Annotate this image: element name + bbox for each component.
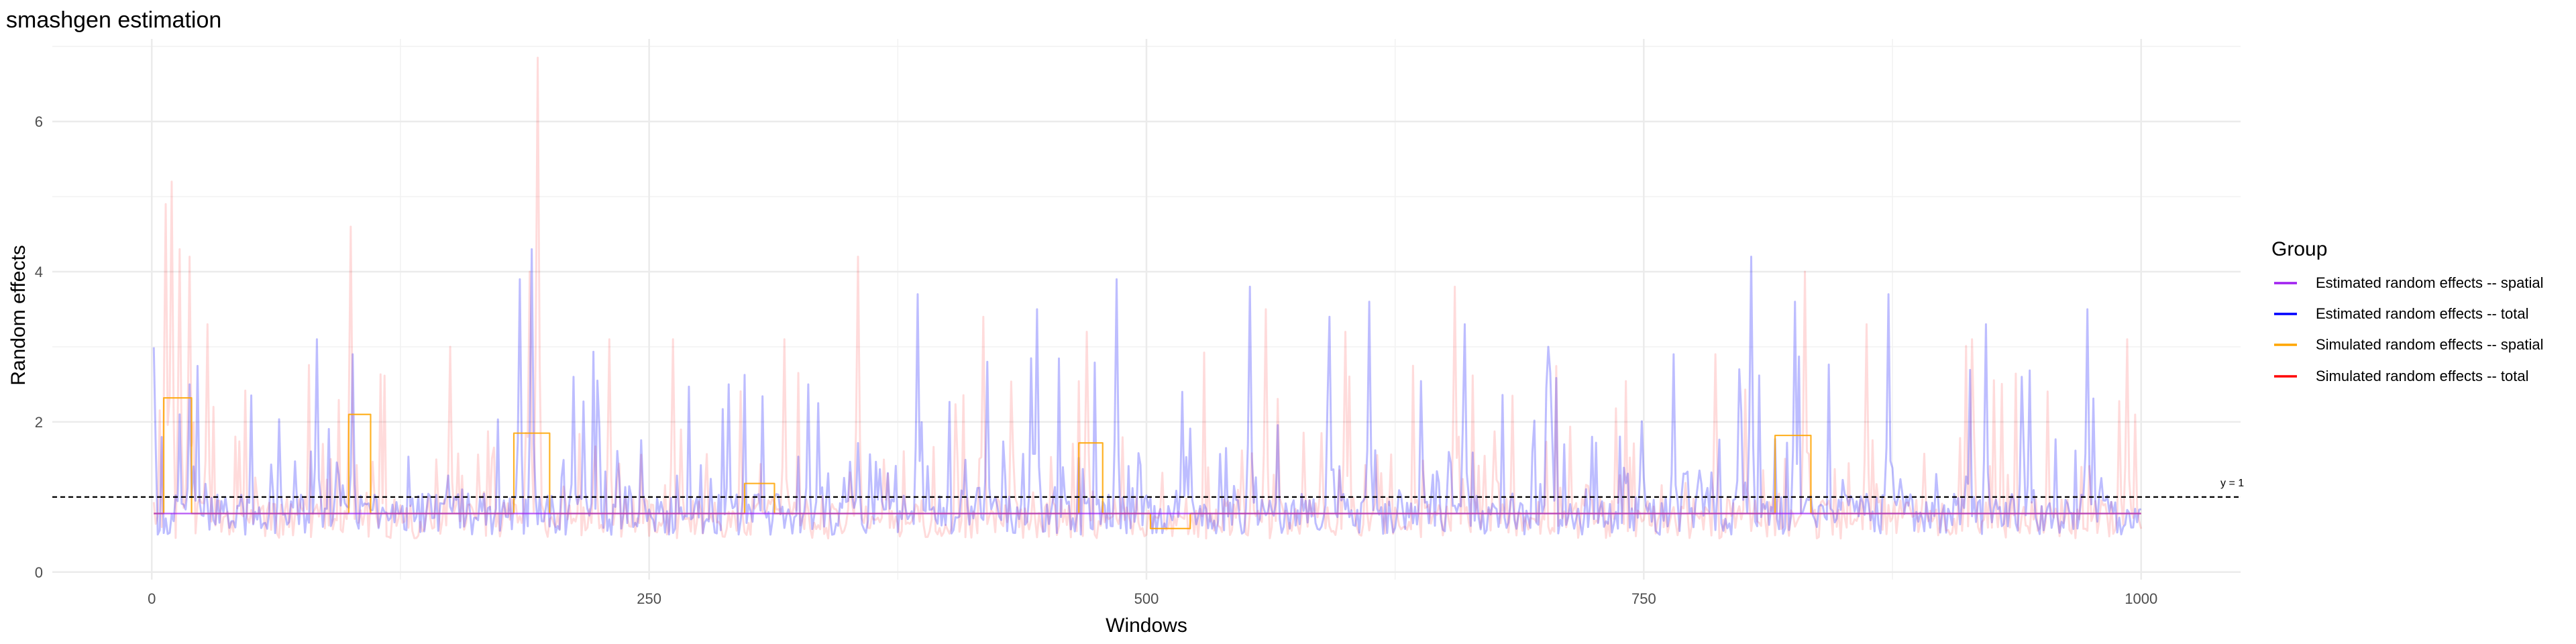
grid-major bbox=[52, 39, 2241, 580]
y-tick-label: 6 bbox=[35, 113, 43, 130]
legend: Group Estimated random effects -- spatia… bbox=[2271, 238, 2544, 384]
y-axis-title: Random effects bbox=[7, 245, 30, 386]
y-tick-label: 0 bbox=[35, 564, 43, 581]
legend-label: Estimated random effects -- spatial bbox=[2316, 274, 2544, 291]
legend-label: Simulated random effects -- spatial bbox=[2316, 336, 2544, 353]
x-tick-label: 1000 bbox=[2125, 590, 2157, 607]
y-tick-label: 4 bbox=[35, 264, 43, 280]
x-tick-label: 500 bbox=[1134, 590, 1159, 607]
series-layer bbox=[152, 56, 2143, 540]
chart-title: smashgen estimation bbox=[6, 7, 221, 33]
x-axis-ticks: 0 250 500 750 1000 bbox=[148, 590, 2157, 607]
legend-title: Group bbox=[2271, 238, 2327, 260]
legend-items: Estimated random effects -- spatial Estim… bbox=[2274, 274, 2544, 384]
legend-item-estimated-spatial: Estimated random effects -- spatial bbox=[2274, 274, 2544, 291]
series-simulated-total bbox=[152, 56, 2143, 540]
reference-line-layer: y = 1 bbox=[52, 478, 2244, 498]
legend-item-simulated-spatial: Simulated random effects -- spatial bbox=[2274, 336, 2544, 353]
reference-line-label: y = 1 bbox=[2220, 478, 2244, 489]
y-tick-label: 2 bbox=[35, 414, 43, 431]
legend-item-estimated-total: Estimated random effects -- total bbox=[2274, 305, 2529, 322]
legend-label: Estimated random effects -- total bbox=[2316, 305, 2529, 322]
legend-label: Simulated random effects -- total bbox=[2316, 368, 2529, 384]
x-axis-title: Windows bbox=[1106, 614, 1187, 637]
x-tick-label: 250 bbox=[637, 590, 661, 607]
x-tick-label: 0 bbox=[148, 590, 156, 607]
series-estimated-total bbox=[152, 248, 2142, 536]
legend-item-simulated-total: Simulated random effects -- total bbox=[2274, 368, 2529, 384]
y-axis-ticks: 0 2 4 6 bbox=[35, 113, 43, 581]
x-tick-label: 750 bbox=[1631, 590, 1656, 607]
